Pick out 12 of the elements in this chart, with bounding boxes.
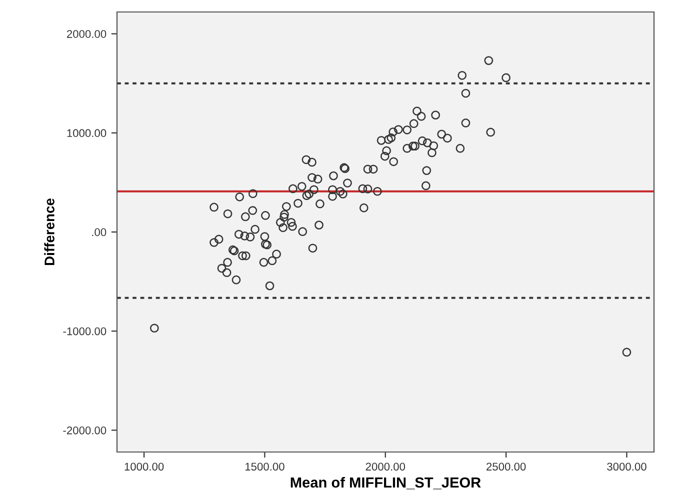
- y-axis-title: Difference: [44, 198, 54, 266]
- y-tick-label: -2000.00: [63, 426, 106, 434]
- y-tick-label: 2000.00: [66, 30, 106, 38]
- x-tick-label: 2500.00: [486, 462, 526, 471]
- y-tick-label: .00: [92, 228, 106, 236]
- y-tick-label: -1000.00: [63, 327, 106, 336]
- x-tick-label: 1500.00: [245, 462, 284, 471]
- x-tick-label: 3000.00: [607, 462, 646, 471]
- x-tick-label: 1000.00: [124, 462, 164, 471]
- x-axis-title: Mean of MIFFLIN_ST_JEOR: [290, 476, 481, 490]
- y-tick-label: 1000.00: [67, 129, 106, 138]
- x-tick-label: 2000.00: [366, 462, 406, 471]
